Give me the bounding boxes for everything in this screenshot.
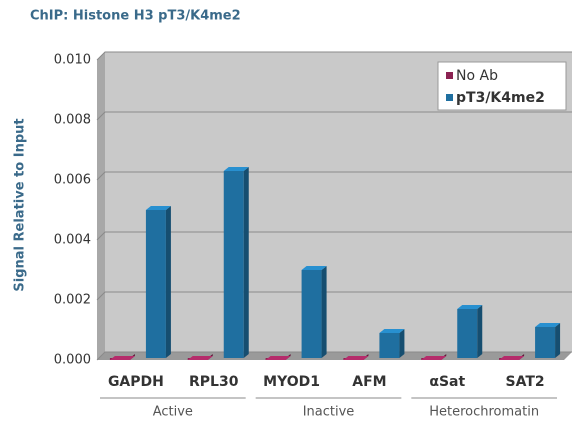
bar-3d [421,354,447,360]
legend-swatch [446,72,453,79]
x-tick-label: AFM [352,374,386,390]
bar-3d [535,323,561,358]
floor [97,352,572,360]
bar [457,309,478,358]
grid-line [96,171,572,181]
y-tick-label: 0.004 [54,233,91,248]
bar-top [145,206,171,210]
group-label: Inactive [303,405,355,420]
y-axis-label: Signal Relative to Input [13,118,28,291]
legend-swatch [446,94,453,101]
bar-top [421,356,447,360]
bar-3d [457,305,483,358]
bar-side [243,167,249,358]
bar-side [399,329,405,358]
bar [535,327,556,358]
grid-line [96,351,572,361]
bar-top [223,167,249,171]
bar [301,270,322,358]
bar-3d [223,167,249,358]
grid-line [96,231,572,241]
bar-side [477,305,483,358]
bar-top [535,323,561,327]
bar [223,171,244,358]
y-tick-label: 0.006 [54,173,91,188]
grid-line [96,291,572,301]
legend-label: No Ab [456,68,498,84]
bar-top [343,356,369,360]
bar-side [321,266,327,358]
x-tick-label: RPL30 [189,374,239,390]
y-tick-label: 0.002 [54,293,91,308]
bar-3d [145,206,171,358]
bar-3d [265,354,291,360]
x-tick-label: GAPDH [108,374,164,390]
side-wall [97,52,105,360]
bar-top [187,356,213,360]
y-tick-label: 0.000 [54,353,91,368]
bar-3d [109,354,135,360]
bar-3d [343,354,369,360]
bar-side [555,323,561,358]
bar-top [499,356,525,360]
chart-title: ChIP: Histone H3 pT3/K4me2 [30,9,241,24]
grid-line [96,51,572,61]
bar-top [301,266,327,270]
bar-top [457,305,483,309]
bar [379,333,400,358]
bar-3d [499,354,525,360]
bar-top [109,356,135,360]
x-tick-label: SAT2 [506,374,545,390]
bar-top [379,329,405,333]
bar-side [165,206,171,358]
y-tick-label: 0.008 [54,113,91,128]
bar-3d [187,354,213,360]
group-label: Heterochromatin [429,405,539,420]
x-tick-label: αSat [429,374,465,390]
legend-box [437,61,567,111]
bar-3d [301,266,327,358]
grid-line [96,111,572,121]
x-tick-label: MYOD1 [263,374,320,390]
y-tick-label: 0.010 [54,53,91,68]
group-label: Active [153,405,193,420]
bar-top [265,356,291,360]
legend-label: pT3/K4me2 [456,90,545,106]
bar [145,210,166,358]
bar-3d [379,329,405,358]
